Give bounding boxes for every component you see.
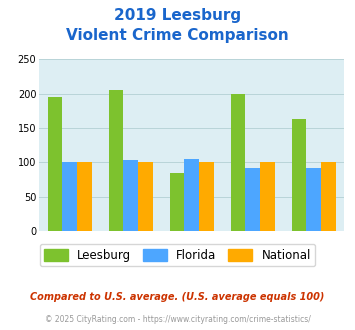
Legend: Leesburg, Florida, National: Leesburg, Florida, National <box>39 244 316 266</box>
Bar <box>62 162 77 231</box>
Bar <box>48 97 62 231</box>
Bar <box>184 159 199 231</box>
Bar <box>321 162 336 231</box>
Bar <box>292 119 306 231</box>
Bar <box>260 162 275 231</box>
Bar <box>245 168 260 231</box>
Text: © 2025 CityRating.com - https://www.cityrating.com/crime-statistics/: © 2025 CityRating.com - https://www.city… <box>45 315 310 324</box>
Bar <box>138 162 153 231</box>
Bar <box>123 160 138 231</box>
Text: Violent Crime Comparison: Violent Crime Comparison <box>66 28 289 43</box>
Bar <box>109 90 123 231</box>
Text: 2019 Leesburg: 2019 Leesburg <box>114 8 241 23</box>
Bar <box>170 173 184 231</box>
Bar <box>306 168 321 231</box>
Bar <box>231 94 245 231</box>
Text: Compared to U.S. average. (U.S. average equals 100): Compared to U.S. average. (U.S. average … <box>30 292 325 302</box>
Bar <box>77 162 92 231</box>
Bar <box>199 162 214 231</box>
